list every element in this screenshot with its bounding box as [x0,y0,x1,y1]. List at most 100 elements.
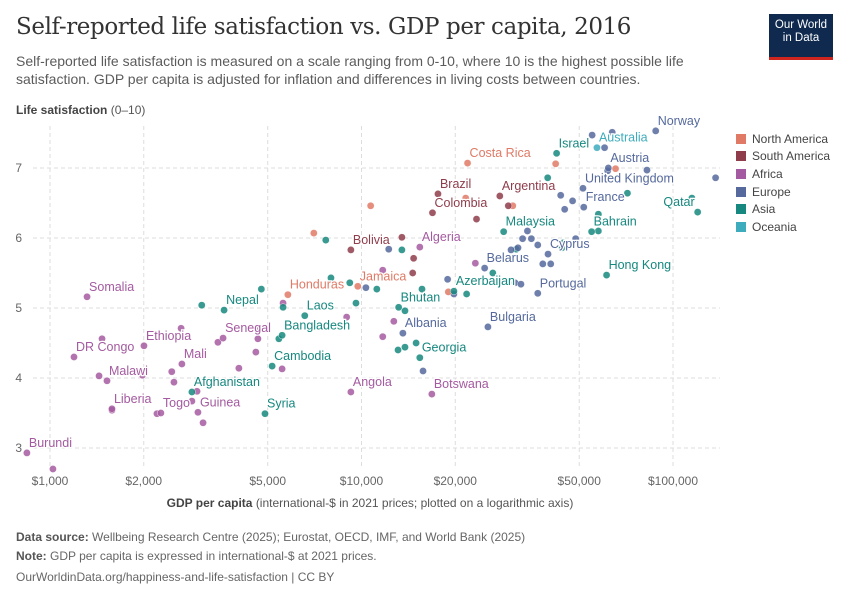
data-point [199,418,207,427]
x-tick-label: $50,000 [558,474,602,488]
data-point [643,166,651,174]
data-point [463,159,472,167]
point-label: Angola [353,375,392,389]
y-tick-label: 5 [15,301,22,315]
point-label: Nepal [226,293,259,307]
x-axis-label: GDP per capita (international-$ in 2021 … [0,496,740,510]
data-point [604,164,613,172]
data-point [602,271,611,279]
data-point [544,250,552,258]
data-point [587,227,596,236]
data-point [220,306,228,314]
x-tick-label: $10,000 [340,474,384,488]
data-point [140,341,148,350]
data-point [552,149,561,158]
data-point [579,184,587,193]
data-point [342,313,351,321]
y-tick-label: 6 [15,231,22,245]
data-point [571,234,580,243]
data-point [347,246,355,254]
data-point [347,388,355,396]
data-point [170,378,178,387]
legend-label: Asia [752,202,776,217]
data-point [461,194,470,202]
data-point [300,311,309,320]
data-point [499,227,508,236]
data-point [366,201,375,210]
data-point [711,173,720,182]
legend-item[interactable]: Europe [736,183,830,201]
x-axis-label-bold: GDP per capita [166,496,253,510]
point-label: Guinea [200,395,240,409]
point-label: Mali [184,347,207,361]
data-point [310,229,318,237]
point-label: Ethiopia [146,329,191,343]
data-point [507,246,515,254]
point-label: Somalia [89,280,134,294]
point-label: Malaysia [506,215,555,229]
legend-item[interactable]: Africa [736,165,830,183]
point-label: Liberia [114,392,152,406]
legend-label: North America [752,131,829,146]
data-point [188,388,196,396]
point-label: Bangladesh [284,318,350,332]
data-point [49,465,57,473]
data-point [252,348,260,356]
point-label: Malawi [109,364,148,378]
point-label: Belarus [487,251,529,265]
data-point [428,390,436,398]
data-point [418,285,426,293]
data-point [254,324,262,333]
owid-logo[interactable]: Our World in Data [769,14,833,60]
point-label: Jamaica [360,269,407,283]
legend-item[interactable]: Oceania [736,218,830,236]
data-point [95,372,103,380]
point-label: Qatar [663,195,694,209]
data-point [539,260,547,268]
legend-item[interactable]: Asia [736,200,830,218]
point-label: Norway [658,114,701,128]
y-axis-label: Life satisfaction (0–10) [16,103,145,117]
source-link[interactable]: OurWorldinData.org/happiness-and-life-sa… [16,570,335,584]
chart-subtitle: Self-reported life satisfaction is measu… [16,53,684,87]
data-point [579,203,588,211]
data-point [551,159,560,168]
legend-label: Europe [752,184,791,199]
note: Note: GDP per capita is expressed in int… [16,549,377,563]
data-point [261,409,269,418]
point-label: Bahrain [594,215,637,229]
data-point [533,241,542,249]
data-point [278,331,286,340]
legend: North America South America Africa Europe As… [736,130,830,236]
data-point [518,234,527,243]
point-label: Argentina [502,179,556,193]
data-point [546,260,555,268]
legend-label: South America [752,149,831,164]
data-point [484,323,492,331]
data-point [394,346,402,354]
point-label: Colombia [434,196,487,210]
data-point [588,131,596,139]
data-point [138,371,147,380]
y-axis-label-unit: (0–10) [110,103,146,117]
data-point [416,353,424,362]
point-label: Australia [599,131,648,145]
point-label: Laos [307,299,334,313]
x-tick-label: $2,000 [125,474,162,488]
data-point [278,365,286,373]
data-point [401,343,409,352]
point-label: Costa Rica [470,146,531,160]
data-point [688,194,696,202]
legend-item[interactable]: South America [736,148,830,166]
point-label: France [586,190,625,204]
point-label: Burundi [29,436,72,450]
data-point [197,301,206,310]
point-label: Cyprus [550,237,590,251]
data-point [257,285,266,293]
data-point [600,143,609,152]
legend-item[interactable]: North America [736,130,830,148]
x-axis-label-unit: (international-$ in 2021 prices; plotted… [255,496,574,510]
data-point [268,362,276,370]
data-point [177,324,185,333]
